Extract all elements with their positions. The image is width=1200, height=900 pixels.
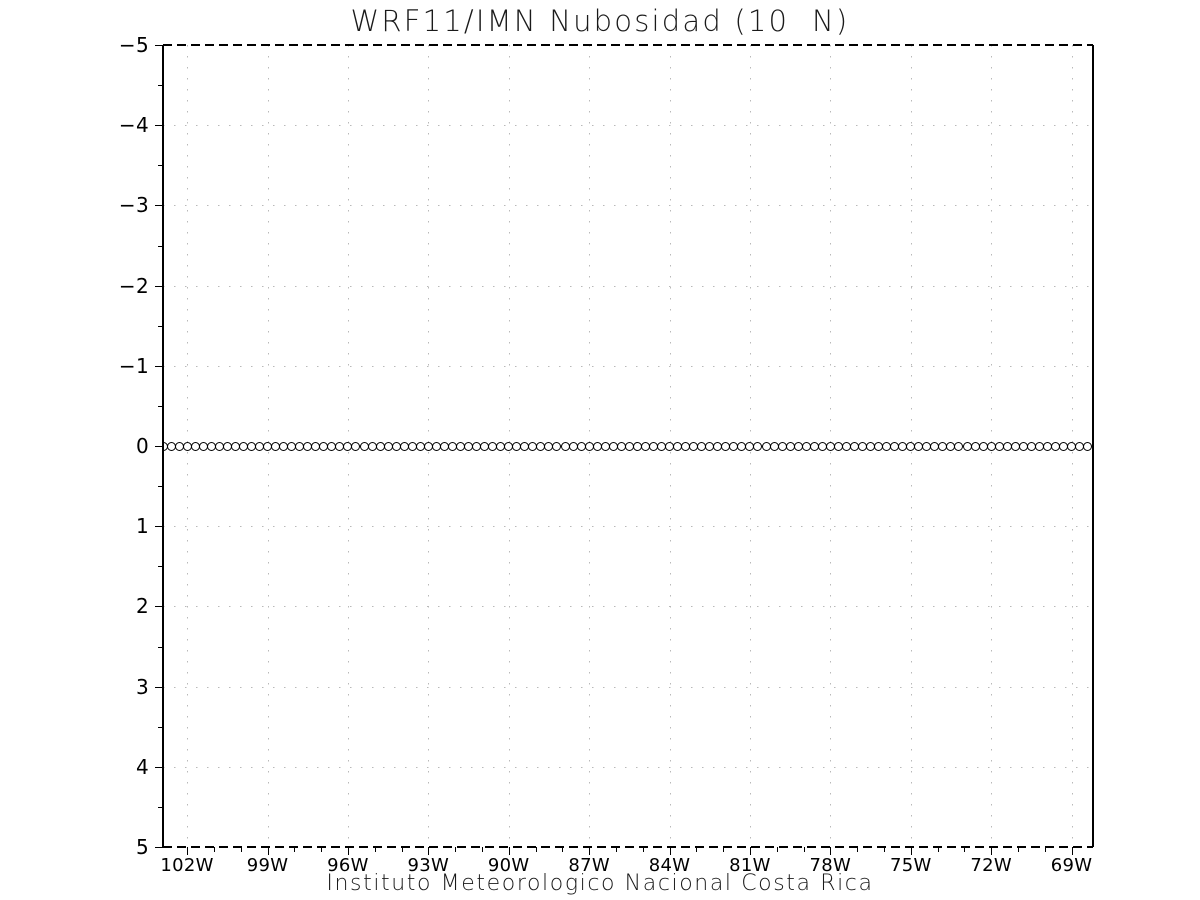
y-tick-minor	[158, 566, 163, 568]
x-tick-minor	[321, 847, 323, 852]
y-tick-label: 2	[135, 594, 149, 619]
y-tick-minor	[158, 85, 163, 87]
x-tick-major	[347, 847, 349, 855]
x-tick-minor	[642, 847, 644, 852]
y-tick-major	[155, 45, 163, 46]
x-tick-minor	[374, 847, 376, 852]
y-tick-minor	[158, 325, 163, 327]
y-tick-major	[155, 285, 163, 287]
x-tick-label: 84W	[648, 855, 691, 876]
x-tick-minor	[964, 847, 966, 852]
x-tick-minor	[562, 847, 564, 852]
y-tick-major	[155, 847, 163, 848]
plot-frame-top	[163, 44, 1093, 46]
x-tick-minor	[481, 847, 483, 852]
y-tick-label: −1	[118, 353, 149, 378]
x-tick-major	[669, 847, 671, 855]
x-tick-major	[428, 847, 430, 855]
gridline-horizontal	[163, 285, 1093, 287]
plot-frame-left	[162, 45, 164, 847]
x-tick-label: 87W	[568, 855, 610, 876]
gridline-horizontal	[163, 205, 1093, 207]
y-tick-major	[155, 446, 163, 447]
plot-frame-right	[1092, 45, 1094, 847]
y-tick-label: −2	[118, 273, 149, 298]
x-tick-label: 90W	[487, 855, 530, 876]
gridline-horizontal	[163, 766, 1093, 768]
x-tick-minor	[294, 847, 296, 852]
y-tick-label: −3	[118, 193, 149, 218]
y-tick-major	[155, 606, 163, 608]
data-point-marker	[1083, 441, 1093, 451]
x-tick-label: 102W	[160, 855, 214, 876]
x-tick-major	[749, 847, 751, 855]
x-tick-major	[589, 847, 591, 855]
x-tick-minor	[1017, 847, 1019, 852]
gridline-horizontal	[163, 125, 1093, 127]
y-tick-major	[155, 365, 163, 367]
y-tick-minor	[158, 405, 163, 407]
x-tick-minor	[776, 847, 778, 852]
plot-frame-bottom	[163, 846, 1093, 848]
x-tick-minor	[696, 847, 698, 852]
x-tick-major	[508, 847, 510, 855]
x-tick-minor	[213, 847, 215, 852]
x-tick-label: 75W	[889, 855, 932, 876]
y-tick-minor	[158, 245, 163, 247]
x-tick-minor	[883, 847, 885, 852]
y-tick-minor	[158, 165, 163, 167]
y-tick-label: 1	[135, 514, 149, 539]
page-title: WRF11/IMN Nubosidad (10 N)	[350, 4, 850, 38]
x-tick-minor	[803, 847, 805, 852]
y-tick-minor	[158, 646, 163, 648]
x-tick-major	[187, 847, 189, 855]
y-tick-label: 0	[135, 434, 149, 458]
y-tick-major	[155, 205, 163, 207]
x-tick-minor	[455, 847, 457, 852]
gridline-horizontal	[163, 526, 1093, 528]
y-tick-major	[155, 125, 163, 127]
y-tick-major	[155, 526, 163, 528]
y-tick-label: 3	[135, 674, 149, 699]
y-tick-minor	[158, 726, 163, 728]
x-tick-label: 99W	[246, 855, 289, 876]
y-tick-minor	[158, 486, 163, 488]
x-tick-major	[1071, 847, 1073, 855]
x-tick-minor	[240, 847, 242, 852]
x-tick-label: 96W	[327, 855, 369, 876]
x-tick-minor	[615, 847, 617, 852]
gridline-horizontal	[163, 606, 1093, 608]
y-tick-minor	[158, 806, 163, 808]
x-tick-minor	[401, 847, 403, 852]
x-tick-label: 81W	[729, 855, 771, 876]
x-tick-minor	[937, 847, 939, 852]
x-tick-minor	[1044, 847, 1046, 852]
x-tick-label: 78W	[809, 855, 852, 876]
x-tick-minor	[723, 847, 725, 852]
x-tick-major	[830, 847, 832, 855]
footer-caption: Instituto Meteorologico Nacional Costa R…	[326, 871, 874, 896]
x-tick-label: 69W	[1050, 855, 1093, 876]
x-tick-minor	[535, 847, 537, 852]
y-tick-label: 5	[135, 835, 149, 859]
y-tick-label: −4	[118, 113, 149, 138]
x-tick-major	[910, 847, 912, 855]
gridline-horizontal	[163, 365, 1093, 367]
x-tick-minor	[857, 847, 859, 852]
x-tick-label: 72W	[970, 855, 1012, 876]
gridline-horizontal	[163, 686, 1093, 688]
y-tick-major	[155, 686, 163, 688]
data-series-nubosidad	[163, 45, 1093, 847]
y-tick-label: 4	[135, 754, 149, 779]
x-tick-label: 93W	[407, 855, 450, 876]
x-tick-major	[267, 847, 269, 855]
plot-area: 102W 99W 96W 93W 90W 87W 84W 81W 78W 75W 72W 69W −5…	[119, 33, 1094, 876]
x-tick-major	[991, 847, 993, 855]
y-tick-label: −5	[118, 33, 149, 57]
y-tick-major	[155, 766, 163, 768]
